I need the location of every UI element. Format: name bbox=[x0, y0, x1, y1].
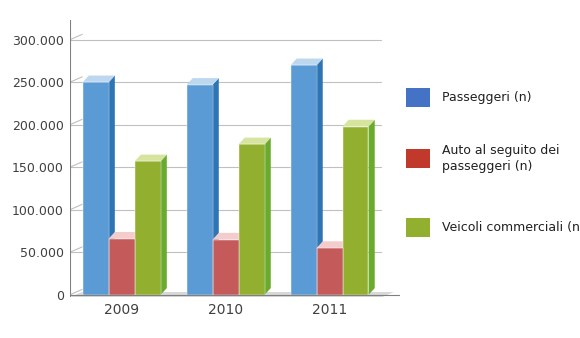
Bar bbox=[82, 82, 108, 295]
Polygon shape bbox=[70, 292, 394, 297]
Polygon shape bbox=[108, 232, 141, 239]
Bar bbox=[343, 126, 368, 295]
Polygon shape bbox=[108, 75, 115, 295]
Bar bbox=[187, 85, 212, 295]
Text: Auto al seguito dei
passeggeri (n): Auto al seguito dei passeggeri (n) bbox=[442, 144, 559, 173]
Polygon shape bbox=[238, 233, 245, 295]
Bar bbox=[212, 240, 238, 295]
Bar bbox=[238, 144, 264, 295]
Polygon shape bbox=[317, 241, 349, 248]
Polygon shape bbox=[161, 154, 167, 295]
Bar bbox=[238, 144, 264, 295]
Polygon shape bbox=[135, 154, 167, 162]
Polygon shape bbox=[368, 120, 375, 295]
Bar bbox=[135, 162, 161, 295]
Bar bbox=[135, 162, 161, 295]
Polygon shape bbox=[187, 78, 219, 85]
Polygon shape bbox=[135, 232, 141, 295]
Polygon shape bbox=[264, 138, 271, 295]
Bar bbox=[291, 65, 317, 295]
Text: Passeggeri (n): Passeggeri (n) bbox=[442, 91, 531, 104]
Bar bbox=[406, 149, 430, 168]
Bar bbox=[108, 239, 135, 295]
Polygon shape bbox=[343, 241, 349, 295]
Bar bbox=[108, 239, 135, 295]
Bar bbox=[212, 240, 238, 295]
Polygon shape bbox=[212, 233, 245, 240]
Polygon shape bbox=[212, 78, 219, 295]
Polygon shape bbox=[291, 58, 322, 65]
Polygon shape bbox=[343, 120, 375, 126]
Bar bbox=[317, 248, 343, 295]
Bar bbox=[82, 82, 108, 295]
Bar bbox=[291, 65, 317, 295]
Bar bbox=[187, 85, 212, 295]
Text: Veicoli commerciali (n): Veicoli commerciali (n) bbox=[442, 221, 580, 234]
Polygon shape bbox=[317, 58, 322, 295]
Polygon shape bbox=[82, 75, 115, 82]
Bar bbox=[343, 126, 368, 295]
Bar bbox=[317, 248, 343, 295]
Bar bbox=[406, 88, 430, 106]
Polygon shape bbox=[238, 138, 271, 144]
Bar bbox=[406, 218, 430, 237]
